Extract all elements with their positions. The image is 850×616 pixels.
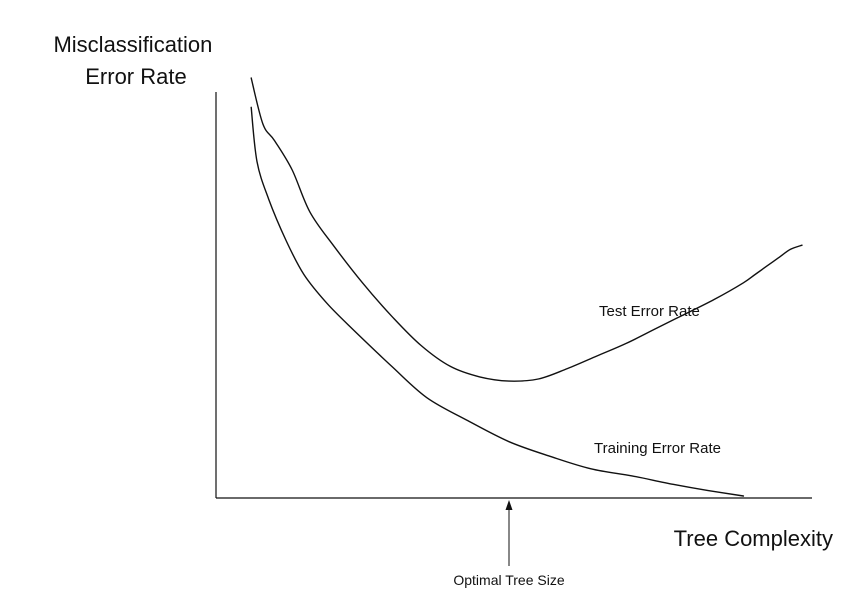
training-error-rate-line: [250, 106, 745, 497]
y-axis-title-line-2: Error Rate: [85, 64, 186, 89]
test-error-rate-label: Test Error Rate: [599, 303, 700, 320]
test-error-rate-line: [250, 77, 803, 382]
y-axis-title-line-1: Misclassification: [53, 32, 212, 57]
training-error-rate-label: Training Error Rate: [594, 440, 721, 457]
y-axis-title: Misclassification Error Rate: [53, 32, 218, 89]
x-axis-title: Tree Complexity: [674, 526, 833, 551]
optimal-tree-size-arrow-head: [505, 500, 513, 510]
optimal-tree-size-annotation: Optimal Tree Size: [453, 500, 565, 588]
optimal-tree-size-label: Optimal Tree Size: [453, 572, 564, 588]
